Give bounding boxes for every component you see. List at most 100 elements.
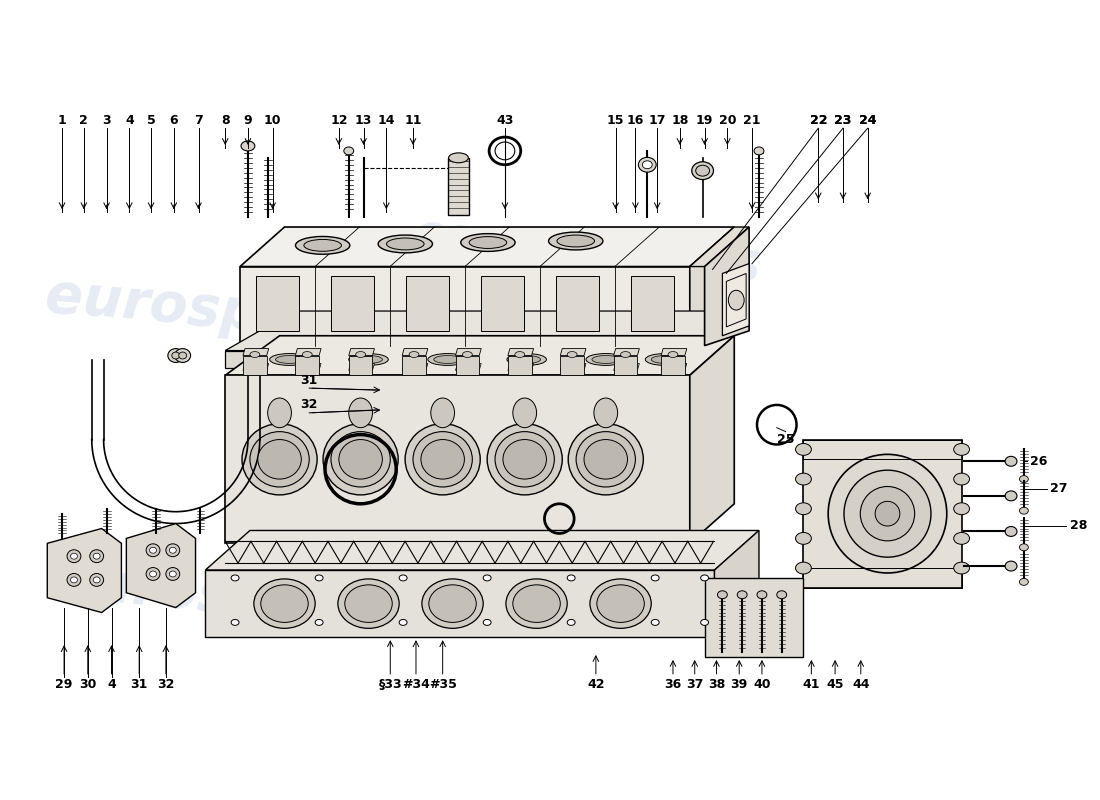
Polygon shape (690, 336, 735, 543)
Text: 23: 23 (834, 114, 851, 126)
Ellipse shape (646, 354, 685, 366)
Bar (406, 277, 449, 331)
Text: 32: 32 (300, 398, 318, 411)
Ellipse shape (67, 550, 81, 562)
Ellipse shape (1005, 491, 1018, 501)
Text: 8: 8 (221, 114, 230, 126)
Polygon shape (206, 570, 715, 638)
Ellipse shape (267, 398, 292, 428)
Ellipse shape (568, 575, 575, 581)
Ellipse shape (549, 232, 603, 250)
Ellipse shape (302, 351, 312, 358)
Ellipse shape (178, 352, 187, 359)
Ellipse shape (651, 619, 659, 626)
Polygon shape (126, 523, 196, 607)
Ellipse shape (90, 574, 103, 586)
Ellipse shape (421, 439, 464, 479)
Text: 10: 10 (264, 114, 282, 126)
Ellipse shape (828, 454, 947, 573)
Polygon shape (560, 355, 584, 375)
Text: 2: 2 (79, 114, 88, 126)
Ellipse shape (597, 585, 645, 622)
Text: 14: 14 (377, 114, 395, 126)
Text: 16: 16 (627, 114, 645, 126)
Ellipse shape (470, 237, 507, 249)
Ellipse shape (399, 619, 407, 626)
Ellipse shape (584, 439, 627, 479)
Ellipse shape (777, 590, 786, 598)
Ellipse shape (276, 355, 304, 363)
Polygon shape (661, 349, 686, 355)
Polygon shape (455, 363, 481, 370)
Text: 13: 13 (355, 114, 372, 126)
Text: 39: 39 (730, 678, 748, 691)
Text: 24: 24 (859, 114, 877, 126)
Text: 40: 40 (754, 678, 771, 691)
Ellipse shape (754, 147, 763, 155)
Ellipse shape (166, 544, 179, 557)
Polygon shape (296, 349, 321, 355)
Polygon shape (614, 355, 637, 375)
Polygon shape (349, 355, 373, 375)
Ellipse shape (795, 473, 812, 485)
Ellipse shape (487, 424, 562, 495)
Ellipse shape (349, 354, 388, 366)
Polygon shape (690, 227, 735, 346)
Text: 37: 37 (686, 678, 703, 691)
Text: eurospares: eurospares (53, 555, 407, 640)
Ellipse shape (620, 351, 630, 358)
Ellipse shape (954, 443, 969, 455)
Ellipse shape (513, 585, 560, 622)
Ellipse shape (67, 574, 81, 586)
Ellipse shape (241, 141, 255, 151)
Ellipse shape (428, 354, 468, 366)
Text: 32: 32 (157, 678, 175, 691)
Ellipse shape (422, 579, 483, 628)
Ellipse shape (594, 398, 617, 428)
Ellipse shape (405, 424, 481, 495)
Ellipse shape (701, 575, 708, 581)
Ellipse shape (728, 290, 744, 310)
Polygon shape (226, 350, 690, 368)
Polygon shape (349, 349, 374, 355)
Ellipse shape (250, 351, 260, 358)
Polygon shape (803, 439, 961, 588)
Text: 4: 4 (107, 678, 116, 691)
Ellipse shape (429, 585, 476, 622)
Polygon shape (243, 355, 266, 375)
Polygon shape (47, 529, 121, 613)
Ellipse shape (795, 533, 812, 544)
Polygon shape (508, 349, 534, 355)
Ellipse shape (349, 398, 373, 428)
Polygon shape (508, 363, 534, 370)
Text: 31: 31 (300, 374, 318, 386)
Text: 28: 28 (1069, 519, 1087, 532)
Ellipse shape (507, 354, 547, 366)
Polygon shape (614, 349, 639, 355)
Polygon shape (614, 363, 639, 370)
Text: §33: §33 (378, 678, 403, 691)
Ellipse shape (576, 432, 636, 487)
Ellipse shape (169, 571, 176, 577)
Ellipse shape (954, 562, 969, 574)
Ellipse shape (515, 351, 525, 358)
Ellipse shape (449, 153, 469, 162)
Bar (481, 277, 524, 331)
Polygon shape (560, 363, 586, 370)
Polygon shape (226, 311, 735, 350)
Text: #34: #34 (402, 678, 430, 691)
Ellipse shape (695, 166, 710, 176)
Ellipse shape (503, 439, 547, 479)
Bar (448, 158, 470, 215)
Ellipse shape (344, 147, 354, 155)
Ellipse shape (638, 158, 657, 172)
Text: eurospares: eurospares (43, 269, 397, 354)
Ellipse shape (1005, 526, 1018, 537)
Polygon shape (240, 227, 735, 266)
Ellipse shape (954, 503, 969, 514)
Text: 21: 21 (744, 114, 761, 126)
Ellipse shape (433, 355, 461, 363)
Text: 15: 15 (607, 114, 625, 126)
Polygon shape (403, 355, 426, 375)
Text: 27: 27 (1049, 482, 1067, 495)
